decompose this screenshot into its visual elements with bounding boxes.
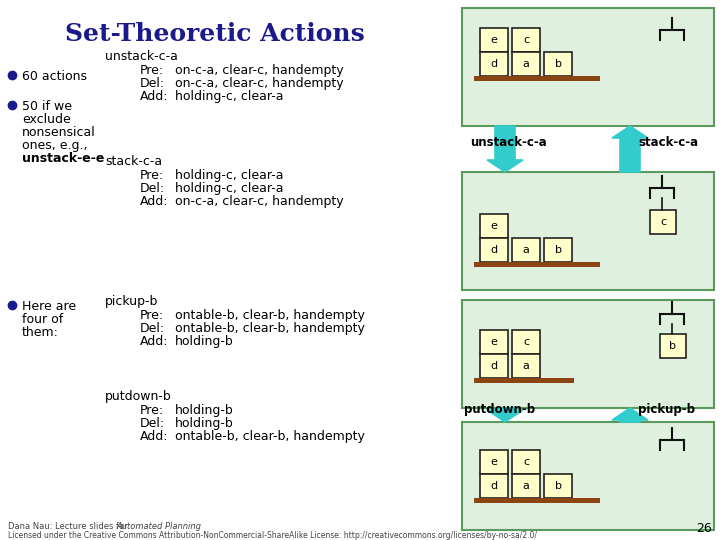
Text: b: b <box>554 245 562 255</box>
Text: four of: four of <box>22 313 63 326</box>
Text: e: e <box>490 221 498 231</box>
Text: d: d <box>490 481 498 491</box>
Text: Licensed under the Creative Commons Attribution-NonCommercial-ShareAlike License: Licensed under the Creative Commons Attr… <box>8 531 537 540</box>
Text: a: a <box>523 361 529 371</box>
Text: Del:: Del: <box>140 417 165 430</box>
Text: Set-Theoretic Actions: Set-Theoretic Actions <box>65 22 365 46</box>
Polygon shape <box>487 126 523 172</box>
Polygon shape <box>612 126 648 172</box>
Text: b: b <box>554 59 562 69</box>
Bar <box>480 330 508 354</box>
Text: e: e <box>490 457 498 467</box>
Bar <box>462 300 714 408</box>
Text: e: e <box>490 337 498 347</box>
Text: Del:: Del: <box>140 182 165 195</box>
Text: putdown-b: putdown-b <box>105 390 172 403</box>
Text: them:: them: <box>22 326 59 339</box>
Bar <box>462 8 714 126</box>
Text: d: d <box>490 245 498 255</box>
Bar <box>480 28 508 52</box>
Bar <box>480 450 508 474</box>
Bar <box>462 172 714 290</box>
Bar <box>512 330 540 354</box>
Bar <box>480 474 508 498</box>
Text: holding-b: holding-b <box>175 335 234 348</box>
Text: Dana Nau: Lecture slides for: Dana Nau: Lecture slides for <box>8 522 130 531</box>
Text: stack-c-a: stack-c-a <box>105 155 162 168</box>
Text: Add:: Add: <box>140 430 168 443</box>
Text: Automated Planning: Automated Planning <box>116 522 201 531</box>
Text: unstack-e-e: unstack-e-e <box>22 152 104 165</box>
Bar <box>512 238 540 262</box>
Bar <box>480 238 508 262</box>
Text: Add:: Add: <box>140 90 168 103</box>
Bar <box>512 354 540 378</box>
Text: Del:: Del: <box>140 322 165 335</box>
Text: Pre:: Pre: <box>140 169 164 182</box>
Text: d: d <box>490 361 498 371</box>
Text: exclude: exclude <box>22 113 71 126</box>
Text: nonsensical: nonsensical <box>22 126 96 139</box>
Text: ontable-b, clear-b, handempty: ontable-b, clear-b, handempty <box>175 430 365 443</box>
Bar <box>544 52 572 76</box>
Text: pickup-b: pickup-b <box>638 402 695 415</box>
Bar <box>480 354 508 378</box>
Text: c: c <box>523 35 529 45</box>
Text: Add:: Add: <box>140 335 168 348</box>
Text: on-c-a, clear-c, handempty: on-c-a, clear-c, handempty <box>175 64 343 77</box>
Bar <box>512 28 540 52</box>
Text: b: b <box>670 341 677 351</box>
Text: 50 if we: 50 if we <box>22 100 72 113</box>
Text: c: c <box>523 337 529 347</box>
Text: holding-c, clear-a: holding-c, clear-a <box>175 90 284 103</box>
Text: unstack-c-a: unstack-c-a <box>470 137 546 150</box>
Bar <box>474 378 574 383</box>
Bar <box>474 262 600 267</box>
Bar <box>512 52 540 76</box>
Text: c: c <box>660 217 666 227</box>
Bar <box>474 76 600 81</box>
Text: c: c <box>523 457 529 467</box>
Bar <box>462 422 714 530</box>
Text: Here are: Here are <box>22 300 76 313</box>
Text: holding-c, clear-a: holding-c, clear-a <box>175 182 284 195</box>
Polygon shape <box>487 408 523 422</box>
Text: putdown-b: putdown-b <box>464 402 535 415</box>
Text: holding-b: holding-b <box>175 417 234 430</box>
Text: Pre:: Pre: <box>140 404 164 417</box>
Text: Pre:: Pre: <box>140 309 164 322</box>
Text: Del:: Del: <box>140 77 165 90</box>
Bar <box>512 450 540 474</box>
Text: holding-b: holding-b <box>175 404 234 417</box>
Text: Pre:: Pre: <box>140 64 164 77</box>
Text: on-c-a, clear-c, handempty: on-c-a, clear-c, handempty <box>175 195 343 208</box>
Text: Add:: Add: <box>140 195 168 208</box>
Bar <box>512 474 540 498</box>
Text: 60 actions: 60 actions <box>22 70 87 83</box>
Bar <box>544 238 572 262</box>
Text: d: d <box>490 59 498 69</box>
Text: ones, e.g.,: ones, e.g., <box>22 139 88 152</box>
Bar <box>544 474 572 498</box>
Text: holding-c, clear-a: holding-c, clear-a <box>175 169 284 182</box>
Text: a: a <box>523 245 529 255</box>
Bar <box>474 498 600 503</box>
Text: pickup-b: pickup-b <box>105 295 158 308</box>
Text: ontable-b, clear-b, handempty: ontable-b, clear-b, handempty <box>175 309 365 322</box>
Text: on-c-a, clear-c, handempty: on-c-a, clear-c, handempty <box>175 77 343 90</box>
Text: b: b <box>554 481 562 491</box>
Bar <box>480 52 508 76</box>
Text: a: a <box>523 59 529 69</box>
Bar <box>650 210 676 234</box>
Text: e: e <box>490 35 498 45</box>
Text: 26: 26 <box>696 522 712 535</box>
Text: a: a <box>523 481 529 491</box>
Bar <box>660 334 686 358</box>
Text: unstack-c-a: unstack-c-a <box>105 50 178 63</box>
Polygon shape <box>612 408 648 422</box>
Bar <box>480 214 508 238</box>
Text: ontable-b, clear-b, handempty: ontable-b, clear-b, handempty <box>175 322 365 335</box>
Text: stack-c-a: stack-c-a <box>638 137 698 150</box>
